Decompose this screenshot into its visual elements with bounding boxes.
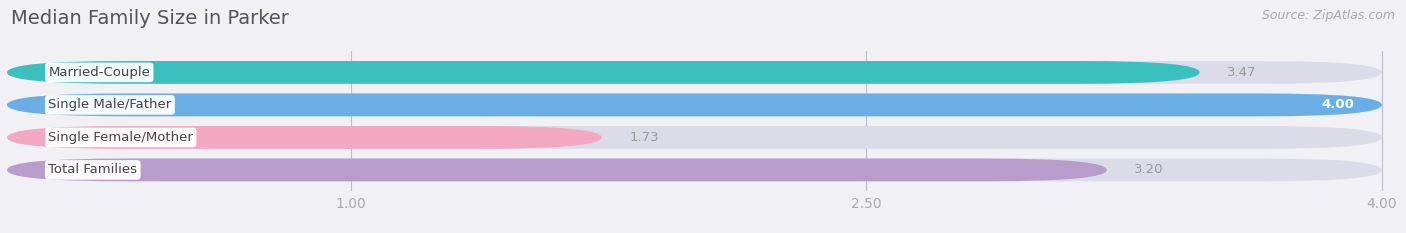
FancyBboxPatch shape: [7, 158, 1382, 181]
Text: 3.20: 3.20: [1135, 163, 1164, 176]
FancyBboxPatch shape: [7, 158, 1107, 181]
Text: Married-Couple: Married-Couple: [48, 66, 150, 79]
FancyBboxPatch shape: [7, 93, 1382, 116]
Text: Median Family Size in Parker: Median Family Size in Parker: [11, 9, 290, 28]
FancyBboxPatch shape: [7, 93, 1382, 116]
FancyBboxPatch shape: [7, 126, 602, 149]
Text: 3.47: 3.47: [1227, 66, 1257, 79]
Text: Single Female/Mother: Single Female/Mother: [48, 131, 193, 144]
FancyBboxPatch shape: [7, 61, 1382, 84]
Text: Single Male/Father: Single Male/Father: [48, 98, 172, 111]
Text: 1.73: 1.73: [628, 131, 659, 144]
Text: Source: ZipAtlas.com: Source: ZipAtlas.com: [1261, 9, 1395, 22]
FancyBboxPatch shape: [7, 61, 1199, 84]
Text: Total Families: Total Families: [48, 163, 138, 176]
FancyBboxPatch shape: [7, 126, 1382, 149]
Text: 4.00: 4.00: [1322, 98, 1354, 111]
